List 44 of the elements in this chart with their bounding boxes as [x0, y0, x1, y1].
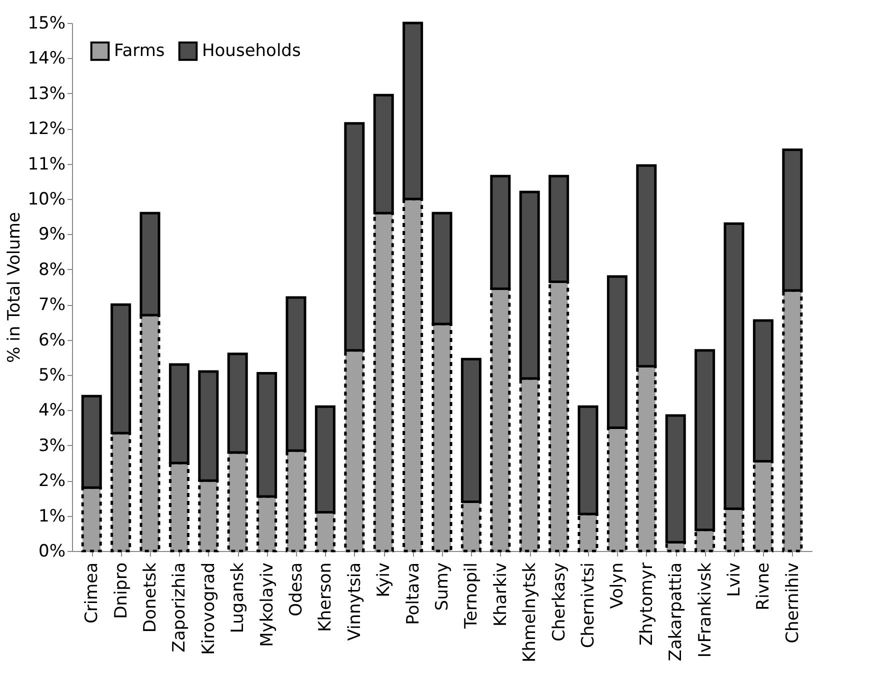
x-tick-label: Poltava [403, 562, 424, 625]
x-tick-label: Zaporizhia [170, 562, 190, 652]
x-tick-label: Chernihiv [782, 562, 803, 644]
x-tick-label: Mykolayiv [257, 562, 278, 647]
y-tick-label: 4% [38, 400, 66, 421]
y-tick-label: 15% [28, 14, 66, 34]
x-tick-label: Kharkiv [490, 562, 511, 626]
y-tick-label: 10% [28, 190, 66, 210]
x-tick-label: Zhytomyr [636, 562, 657, 646]
x-tick-label: Khmelnytsk [520, 562, 540, 662]
x-tick-label: Ternopil [462, 562, 482, 630]
x-tick-label: Lviv [724, 562, 744, 597]
x-tick-label: Rivne [754, 562, 774, 610]
legend-label: Farms [114, 41, 165, 62]
x-tick-label: IvFrankivsk [695, 562, 716, 658]
x-tick-label: Crimea [82, 562, 102, 624]
x-tick-label: Chernivtsi [578, 562, 598, 648]
y-tick-label: 2% [38, 471, 66, 492]
y-tick-label: 14% [28, 48, 66, 69]
x-tick-label: Donetsk [140, 562, 160, 633]
y-tick-label: 0% [38, 542, 66, 562]
x-tick-label: Volyn [608, 562, 628, 609]
x-tick-label: Lugansk [228, 562, 248, 634]
y-tick-label: 6% [38, 330, 66, 350]
y-tick-label: 7% [38, 295, 66, 316]
x-tick-label: Vinnytsia [344, 562, 365, 641]
y-tick-label: 1% [38, 506, 66, 526]
x-tick-label: Kyiv [374, 562, 394, 598]
legend-label: Households [202, 41, 301, 62]
x-tick-label: Zakarpattia [666, 562, 686, 662]
x-tick-label: Dnipro [111, 562, 132, 619]
y-tick-label: 9% [38, 224, 66, 245]
y-tick-label: 8% [38, 260, 66, 280]
x-tick-label: Kherson [316, 562, 336, 632]
x-tick-label: Cherkasy [549, 562, 570, 642]
x-tick-label: Kirovograd [198, 562, 219, 655]
y-tick-label: 13% [28, 84, 66, 104]
x-tick-label: Sumy [432, 562, 452, 611]
x-tick-label: Odesa [286, 562, 306, 616]
y-tick-label: 11% [28, 154, 66, 174]
y-axis-title: % in Total Volume [4, 212, 25, 363]
y-tick-label: 3% [38, 436, 66, 456]
y-tick-label: 12% [28, 119, 66, 140]
y-tick-label: 5% [38, 366, 66, 386]
